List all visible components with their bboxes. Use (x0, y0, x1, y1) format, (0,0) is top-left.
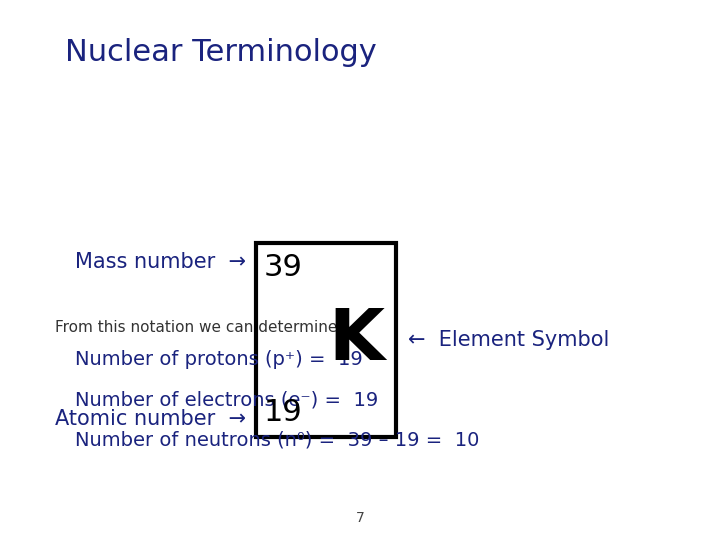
Text: Number of protons (p⁺) =  19: Number of protons (p⁺) = 19 (75, 350, 363, 369)
Text: Mass number  →: Mass number → (75, 252, 246, 272)
Text: ←  Element Symbol: ← Element Symbol (408, 330, 609, 350)
Text: 39: 39 (264, 253, 302, 282)
Text: From this notation we can determine:: From this notation we can determine: (55, 320, 343, 335)
Bar (256, 243, 396, 437)
Text: K: K (329, 306, 384, 375)
Text: Number of neutrons (n⁰) =  39 – 19 =  10: Number of neutrons (n⁰) = 39 – 19 = 10 (75, 430, 480, 449)
Text: Atomic number  →: Atomic number → (55, 409, 246, 429)
Text: Number of electrons (e⁻) =  19: Number of electrons (e⁻) = 19 (75, 390, 378, 409)
Text: Nuclear Terminology: Nuclear Terminology (65, 38, 377, 67)
Text: 7: 7 (356, 511, 364, 525)
Text: 19: 19 (264, 399, 302, 427)
